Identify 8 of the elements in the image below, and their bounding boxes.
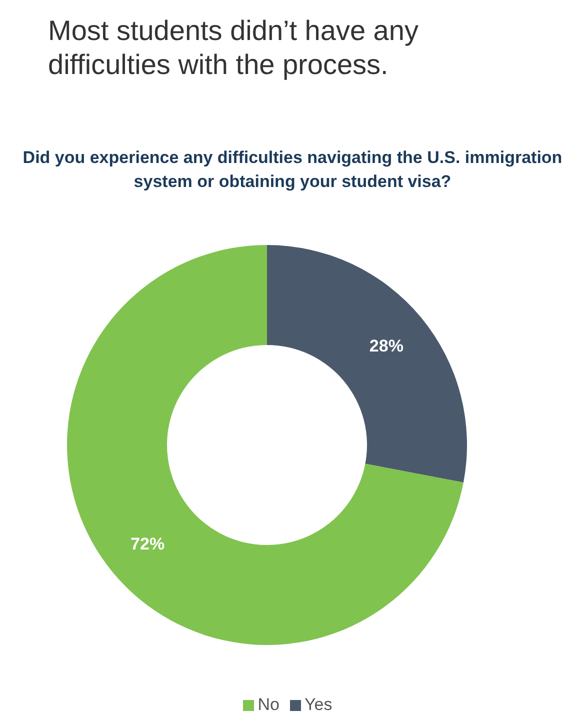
legend-label: Yes xyxy=(304,695,332,714)
data-label: 72% xyxy=(130,534,165,554)
data-label: 28% xyxy=(369,336,404,356)
legend-label: No xyxy=(258,695,280,714)
chart-title: Most students didn’t have any difficulties with the process. xyxy=(48,14,420,82)
chart-subtitle: Did you experience any difficulties navigating the U.S. immigration system or obtaining your student visa? xyxy=(22,147,564,193)
donut-slice xyxy=(267,245,467,482)
donut-slice xyxy=(67,245,464,645)
